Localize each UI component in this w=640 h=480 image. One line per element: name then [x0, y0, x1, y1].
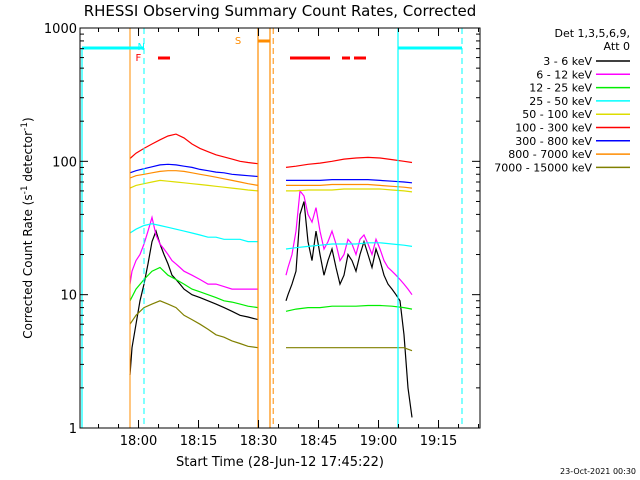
- series-8-segment-1: [286, 347, 413, 352]
- series-7-segment-0: [129, 170, 259, 186]
- plot-frame: [79, 27, 481, 429]
- y-axis-label-sup2: -1: [20, 122, 30, 131]
- x-axis-label: Start Time (28-Jun-12 17:45:22): [176, 455, 384, 470]
- series-1-segment-0: [129, 215, 258, 290]
- y-axis-label-sup1: -1: [20, 185, 30, 194]
- legend-label-6: 300 - 800 keV: [515, 135, 592, 148]
- series-8-segment-0: [129, 300, 259, 349]
- x-tick-label-5: 19:15: [420, 434, 457, 449]
- series-2-segment-1: [285, 304, 413, 312]
- series-6-segment-0: [129, 163, 259, 178]
- series-5-segment-0: [129, 133, 259, 165]
- series-3-segment-0: [129, 223, 258, 243]
- legend-label-7: 800 - 7000 keV: [508, 148, 592, 161]
- y-tick-label-3: 1000: [44, 22, 77, 37]
- series-6-segment-1: [286, 179, 413, 184]
- series-7-segment-1: [286, 183, 413, 189]
- legend-label-5: 100 - 300 keV: [515, 122, 592, 135]
- series-layer: [129, 133, 413, 418]
- series-2-segment-0: [129, 266, 259, 309]
- series-3-segment-1: [285, 242, 413, 250]
- x-tick-label-0: 18:00: [120, 434, 157, 449]
- y-axis-label: Corrected Count Rate (s-1 detector-1): [20, 117, 35, 338]
- x-tick-label-1: 18:15: [180, 434, 217, 449]
- series-1-segment-1: [285, 189, 413, 296]
- flag-label-S: S: [235, 36, 241, 47]
- legend-header-detectors: Det 1,3,5,6,9,: [554, 27, 630, 40]
- legend-label-2: 12 - 25 keV: [529, 82, 592, 95]
- flag-label-F: F: [136, 53, 142, 64]
- y-tick-label-1: 10: [60, 289, 77, 304]
- legend-label-1: 6 - 12 keV: [536, 68, 592, 81]
- y-axis-label-main: Corrected Count Rate (s: [21, 194, 35, 338]
- x-tick-label-3: 18:45: [300, 434, 337, 449]
- legend-header-attenuator: Att 0: [604, 40, 630, 53]
- series-0-segment-1: [285, 201, 413, 418]
- series-0-segment-0: [129, 229, 259, 375]
- y-tick-label-2: 100: [52, 155, 77, 170]
- y-axis-label-end: ): [21, 117, 35, 122]
- legend-label-8: 7000 - 15000 keV: [494, 161, 592, 174]
- y-axis-label-mid: detector: [21, 131, 35, 186]
- legend-label-4: 50 - 100 keV: [522, 108, 592, 121]
- chart-title: RHESSI Observing Summary Count Rates, Co…: [84, 2, 477, 20]
- x-tick-label-4: 19:00: [360, 434, 397, 449]
- legend-label-0: 3 - 6 keV: [543, 55, 592, 68]
- series-4-segment-0: [129, 179, 259, 192]
- series-4-segment-1: [286, 188, 413, 193]
- ticks-layer: 18:00 18:15 18:30 18:45 19:00 19:15 1 10 100 1000: [44, 22, 480, 449]
- flag-label-N: N: [137, 42, 144, 53]
- y-tick-label-0: 1: [69, 422, 77, 437]
- legend-label-3: 25 - 50 keV: [529, 95, 592, 108]
- x-tick-label-2: 18:30: [240, 434, 277, 449]
- series-5-segment-1: [285, 156, 413, 168]
- footer-timestamp: 23-Oct-2021 00:30: [560, 467, 636, 476]
